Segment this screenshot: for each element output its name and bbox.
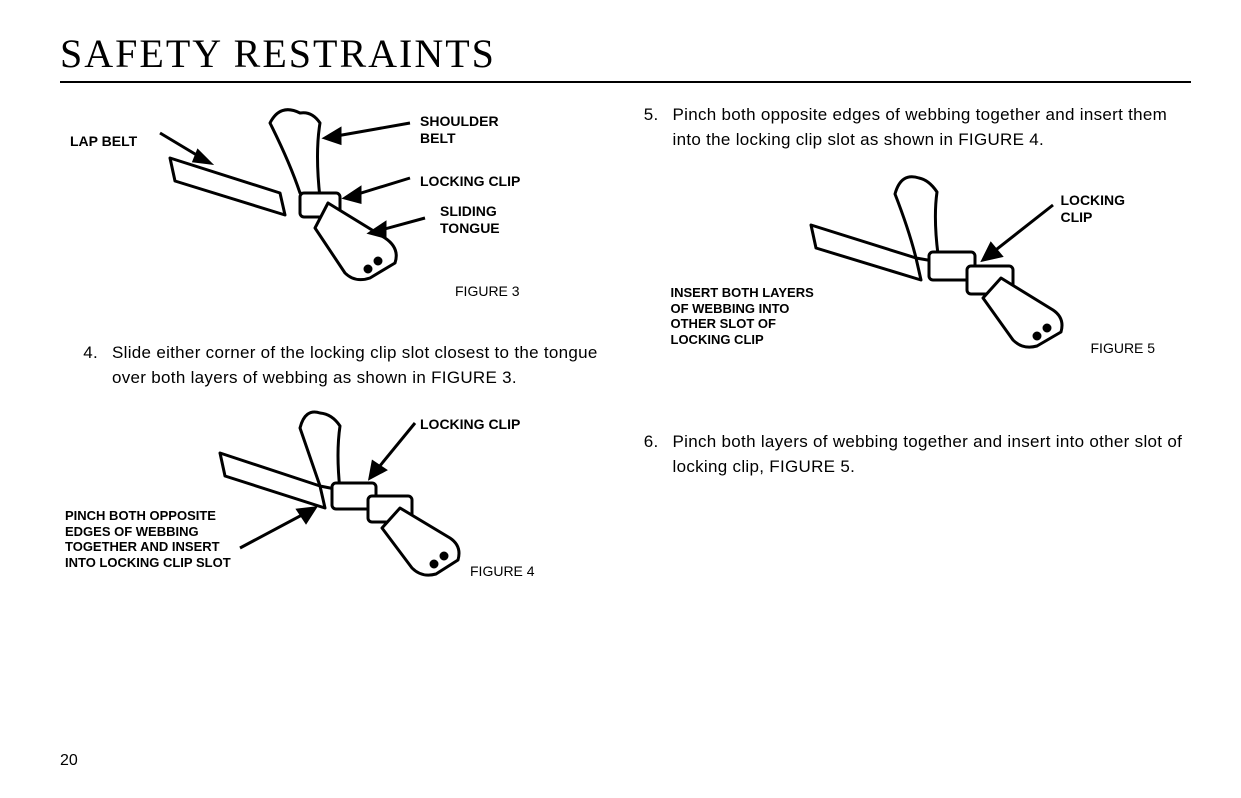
belt-diagram-icon xyxy=(801,170,1081,370)
page-number: 20 xyxy=(60,752,78,770)
step-5: 5. Pinch both opposite edges of webbing … xyxy=(641,103,1192,152)
left-column: LAP BELT SHOULDER BELT LOCKING CLIP SLID… xyxy=(60,103,611,608)
label-shoulder-belt: SHOULDER BELT xyxy=(420,113,499,147)
step-6-number: 6. xyxy=(641,430,659,479)
step-6-text: Pinch both layers of webbing together an… xyxy=(673,430,1192,479)
figure-5: LOCKING CLIP INSERT BOTH LAYERS OF WEBBI… xyxy=(641,170,1192,380)
step-4-text: Slide either corner of the locking clip … xyxy=(112,341,611,390)
step-4-number: 4. xyxy=(80,341,98,390)
right-column: 5. Pinch both opposite edges of webbing … xyxy=(641,103,1192,608)
content-columns: LAP BELT SHOULDER BELT LOCKING CLIP SLID… xyxy=(60,103,1191,608)
step-5-text: Pinch both opposite edges of webbing tog… xyxy=(673,103,1192,152)
caption-figure-4: FIGURE 4 xyxy=(470,563,535,579)
caption-figure-5: FIGURE 5 xyxy=(1091,340,1156,356)
label-sliding-tongue: SLIDING TONGUE xyxy=(440,203,500,237)
step-4: 4. Slide either corner of the locking cl… xyxy=(80,341,611,390)
figure-4: LOCKING CLIP PINCH BOTH OPPOSITE EDGES O… xyxy=(60,408,611,608)
figure-3: LAP BELT SHOULDER BELT LOCKING CLIP SLID… xyxy=(60,103,611,333)
belt-diagram-icon xyxy=(150,103,430,313)
caption-figure-3: FIGURE 3 xyxy=(455,283,520,299)
label-instruction-f4: PINCH BOTH OPPOSITE EDGES OF WEBBING TOG… xyxy=(65,508,231,570)
label-instruction-f5: INSERT BOTH LAYERS OF WEBBING INTO OTHER… xyxy=(671,285,814,347)
label-lap-belt: LAP BELT xyxy=(70,133,137,150)
step-5-number: 5. xyxy=(641,103,659,152)
manual-page: SAFETY RESTRAINTS LAP BELT SHOULDER BELT… xyxy=(0,0,1241,798)
page-title: SAFETY RESTRAINTS xyxy=(60,30,1191,83)
step-6: 6. Pinch both layers of webbing together… xyxy=(641,430,1192,479)
label-locking-clip-f3: LOCKING CLIP xyxy=(420,173,520,190)
belt-diagram-icon xyxy=(210,408,470,598)
